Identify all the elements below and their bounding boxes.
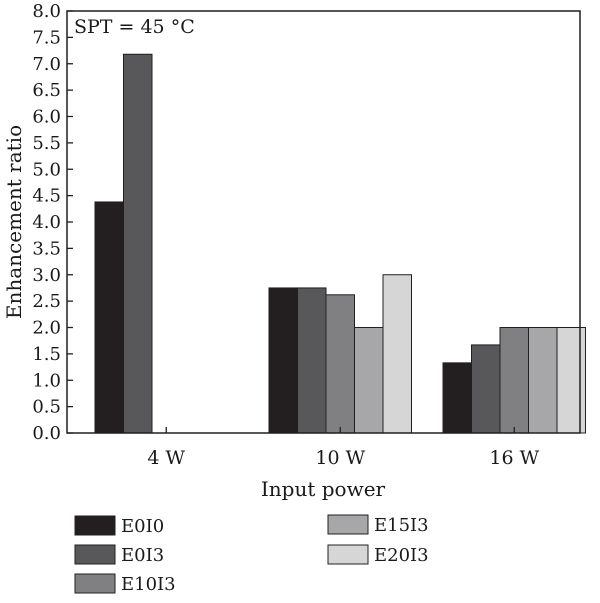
legend-label-e0i3: E0I3 [121, 545, 164, 566]
y-tick-label: 4.0 [32, 212, 61, 233]
legend-swatch-e0i3 [74, 544, 116, 565]
annotation-label: SPT = 45 °C [74, 16, 195, 38]
bar-e15i3-10w [354, 327, 384, 434]
bar-e0i3-16w [471, 344, 501, 434]
legend-label-e15i3: E15I3 [374, 515, 429, 536]
bar-e0i0-4w [94, 201, 124, 434]
y-tick-label: 6.0 [32, 107, 61, 128]
legend-swatch-e15i3 [327, 514, 369, 535]
legend-swatch-e0i0 [74, 515, 116, 536]
bar-e10i3-10w [325, 294, 355, 434]
y-tick-label: 0.5 [32, 397, 61, 418]
y-tick-label: 8.0 [32, 1, 61, 22]
y-tick-label: 0.0 [32, 423, 61, 444]
y-tick-label: 5.5 [32, 133, 61, 154]
x-tick-label: 4 W [147, 447, 185, 469]
legend-label-e0i0: E0I0 [121, 516, 164, 537]
legend-label-e20i3: E20I3 [374, 545, 429, 566]
x-axis-title: Input power [261, 477, 386, 501]
plot-frame [66, 10, 581, 434]
legend-swatch-e20i3 [327, 544, 369, 565]
x-tick-label: 16 W [489, 447, 539, 469]
y-tick-label: 3.5 [32, 238, 61, 259]
y-tick-label: 1.0 [32, 370, 61, 391]
x-axis-ticks: 4 W 10 W 16 W [147, 427, 540, 469]
legend-swatch-e10i3 [74, 573, 116, 594]
bar-e0i3-4w [123, 53, 153, 434]
bar-e0i0-10w [268, 287, 298, 434]
legend: E0I0 E0I3 E10I3 E15I3 E20I3 [74, 514, 429, 595]
y-tick-label: 3.0 [32, 265, 61, 286]
y-tick-label: 2.0 [32, 318, 61, 339]
y-tick-label: 2.5 [32, 291, 61, 312]
y-tick-label: 1.5 [32, 344, 61, 365]
x-tick-label: 10 W [315, 447, 365, 469]
bar-e10i3-16w [499, 327, 529, 434]
y-axis-title: Enhancement ratio [2, 125, 26, 319]
y-tick-label: 7.0 [32, 54, 61, 75]
legend-label-e10i3: E10I3 [121, 574, 176, 595]
y-tick-label: 5.0 [32, 159, 61, 180]
bar-e20i3-16w [556, 327, 586, 434]
bar-e0i3-10w [297, 287, 327, 434]
y-axis-ticks: 0.0 0.5 1.0 1.5 2.0 2.5 3.0 3.5 4.0 4.5 5.0 5.5 6.0 6… [32, 1, 73, 444]
y-tick-label: 4.5 [32, 186, 61, 207]
bar-e20i3-10w [382, 274, 412, 434]
y-tick-label: 6.5 [32, 80, 61, 101]
bars-group [94, 53, 586, 434]
bar-e15i3-16w [528, 327, 558, 434]
y-tick-label: 7.5 [32, 27, 61, 48]
bar-e0i0-16w [442, 362, 472, 434]
